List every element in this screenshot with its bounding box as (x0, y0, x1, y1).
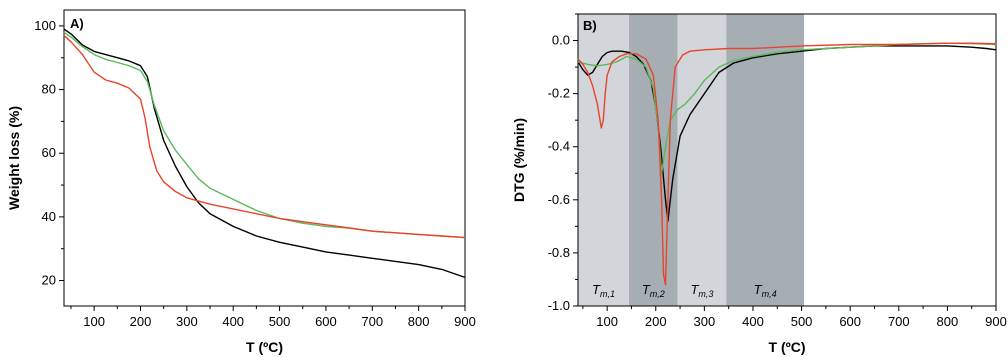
panel-b-dtg: Tm,1 Tm,2 Tm,3 Tm,4 B) 100 200 300 400 500 600 70… (511, 13, 1007, 355)
region-label-4: Tm,4 (754, 282, 777, 299)
x-tick-label-500: 500 (791, 314, 813, 329)
panel-b-marks: 100 200 300 400 500 600 700 800 900 -1.0 -0.8 -0.6 -… (548, 13, 1007, 329)
panel-a-y-axis-title: Weight loss (%) (6, 106, 22, 210)
x-tick-label-200: 200 (130, 314, 152, 329)
x-tick-label-100: 100 (83, 314, 105, 329)
series-line-3 (577, 42, 997, 286)
region-band-1 (578, 14, 630, 306)
x-tick-label-700: 700 (888, 314, 910, 329)
x-tick-label-200: 200 (645, 314, 667, 329)
panel-a-label: A) (70, 16, 84, 31)
panel-b-label: B) (583, 18, 597, 33)
x-tick-label-600: 600 (315, 314, 337, 329)
y-tick-label-2: 40 (42, 209, 56, 224)
panel-a-weight-loss: A) 100 200 300 400 500 600 700 800 9002040608010… (6, 9, 476, 355)
panel-b-plot-frame (577, 13, 997, 307)
x-tick-label-400: 400 (742, 314, 764, 329)
y-tick-label-1: 20 (42, 273, 56, 288)
x-tick-label-500: 500 (269, 314, 291, 329)
y-tick-label-4: 80 (42, 82, 56, 97)
y-tick-label-1: -1.0 (548, 298, 570, 313)
x-tick-label-400: 400 (222, 314, 244, 329)
y-tick-label-3: -0.6 (548, 192, 570, 207)
y-tick-label-5: 100 (34, 18, 56, 33)
y-tick-label-6: 0.0 (552, 33, 570, 48)
panel-b-x-axis-title: T (ºC) (769, 339, 806, 355)
y-tick-label-3: 60 (42, 145, 56, 160)
panel-a-marks: 100 200 300 400 500 600 700 800 900 20 40 60 80 100 (34, 18, 476, 329)
region-label-2: Tm,2 (642, 282, 665, 299)
x-tick-label-900: 900 (454, 314, 476, 329)
panel-b-temperature-regions: Tm,1 Tm,2 Tm,3 Tm,4 (578, 14, 805, 306)
region-label-3: Tm,3 (690, 282, 713, 299)
x-tick-label-100: 100 (596, 314, 618, 329)
region-label-1: Tm,1 (592, 282, 615, 299)
panel-a-plot-frame (63, 9, 466, 307)
series-line-3 (63, 34, 466, 239)
y-tick-label-4: -0.4 (548, 139, 570, 154)
region-band-2 (629, 14, 678, 306)
region-band-4 (726, 14, 805, 306)
y-tick-label-5: -0.2 (548, 86, 570, 101)
panel-b-y-axis-title: DTG (%/min) (511, 118, 527, 202)
y-tick-label-2: -0.8 (548, 245, 570, 260)
series-line-2 (63, 31, 466, 239)
x-tick-label-800: 800 (937, 314, 959, 329)
x-tick-label-300: 300 (694, 314, 716, 329)
region-band-3 (677, 14, 727, 306)
x-tick-label-900: 900 (985, 314, 1007, 329)
x-tick-label-700: 700 (361, 314, 383, 329)
x-tick-label-600: 600 (839, 314, 861, 329)
x-tick-label-800: 800 (408, 314, 430, 329)
series-line-2 (577, 42, 997, 175)
panel-a-x-axis-title: T (ºC) (246, 339, 283, 355)
series-line-1 (63, 28, 466, 279)
x-tick-label-300: 300 (176, 314, 198, 329)
